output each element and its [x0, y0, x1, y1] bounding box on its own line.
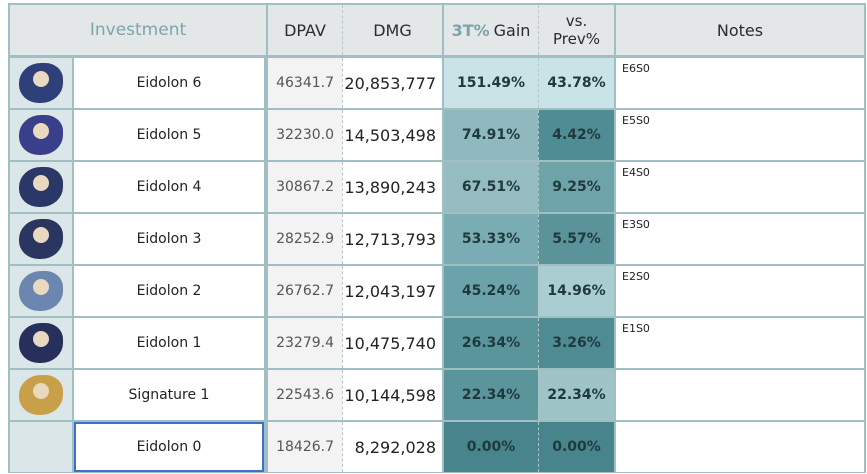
row-dmg[interactable]: 20,853,777 [342, 58, 442, 108]
row-dmg[interactable]: 8,292,028 [342, 422, 442, 472]
row-vs-prev[interactable]: 22.34% [538, 370, 614, 420]
row-notes[interactable]: E1S0 [616, 318, 864, 368]
row-notes[interactable]: E5S0 [616, 110, 864, 160]
row-vs-prev[interactable]: 5.57% [538, 214, 614, 264]
dps-comparison-table: Investment DPAV DMG 3T% Gain vs. Prev% N… [8, 3, 866, 473]
row-notes[interactable] [616, 422, 864, 472]
row-vs-prev[interactable]: 4.42% [538, 110, 614, 160]
row-dmg[interactable]: 10,144,598 [342, 370, 442, 420]
character-portrait-icon [19, 323, 63, 363]
row-name[interactable]: Eidolon 0 [74, 422, 264, 472]
row-name[interactable]: Eidolon 1 [74, 318, 264, 368]
header-dmg[interactable]: DMG [342, 5, 442, 55]
row-vs-prev[interactable]: 0.00% [538, 422, 614, 472]
row-gain[interactable]: 45.24% [444, 266, 538, 316]
header-notes[interactable]: Notes [616, 5, 864, 55]
row-name[interactable]: Eidolon 5 [74, 110, 264, 160]
character-portrait-icon [19, 63, 63, 103]
row-gain[interactable]: 74.91% [444, 110, 538, 160]
header-investment[interactable]: Investment [10, 5, 266, 55]
row-dpav[interactable]: 28252.9 [268, 214, 342, 264]
row-dmg[interactable]: 12,043,197 [342, 266, 442, 316]
row-notes[interactable] [616, 370, 864, 420]
row-gain[interactable]: 67.51% [444, 162, 538, 212]
row-name[interactable]: Eidolon 4 [74, 162, 264, 212]
row-gain[interactable]: 151.49% [444, 58, 538, 108]
row-dmg[interactable]: 13,890,243 [342, 162, 442, 212]
row-dpav[interactable]: 46341.7 [268, 58, 342, 108]
row-dpav[interactable]: 26762.7 [268, 266, 342, 316]
row-dpav[interactable]: 23279.4 [268, 318, 342, 368]
row-vs-prev[interactable]: 3.26% [538, 318, 614, 368]
row-icon-cell [10, 58, 72, 108]
row-name[interactable]: Eidolon 6 [74, 58, 264, 108]
character-portrait-icon [19, 219, 63, 259]
row-dmg[interactable]: 10,475,740 [342, 318, 442, 368]
character-portrait-icon [19, 167, 63, 207]
row-gain[interactable]: 22.34% [444, 370, 538, 420]
row-name[interactable]: Eidolon 3 [74, 214, 264, 264]
row-vs-prev[interactable]: 14.96% [538, 266, 614, 316]
row-vs-prev[interactable]: 9.25% [538, 162, 614, 212]
row-dpav[interactable]: 22543.6 [268, 370, 342, 420]
row-gain[interactable]: 53.33% [444, 214, 538, 264]
row-name[interactable]: Eidolon 2 [74, 266, 264, 316]
row-icon-cell [10, 110, 72, 160]
header-gain-accent: 3T% [451, 20, 490, 40]
header-vs-prev[interactable]: vs. Prev% [538, 5, 614, 55]
header-gain-label: Gain [493, 20, 531, 40]
row-icon-cell [10, 422, 72, 472]
character-portrait-icon [19, 271, 63, 311]
row-gain[interactable]: 26.34% [444, 318, 538, 368]
row-notes[interactable]: E2S0 [616, 266, 864, 316]
character-portrait-icon [19, 115, 63, 155]
row-notes[interactable]: E6S0 [616, 58, 864, 108]
row-notes[interactable]: E3S0 [616, 214, 864, 264]
row-name[interactable]: Signature 1 [74, 370, 264, 420]
row-icon-cell [10, 370, 72, 420]
row-dpav[interactable]: 32230.0 [268, 110, 342, 160]
row-dpav[interactable]: 18426.7 [268, 422, 342, 472]
row-gain[interactable]: 0.00% [444, 422, 538, 472]
row-icon-cell [10, 318, 72, 368]
header-vs-line1: vs. [565, 12, 588, 30]
row-dpav[interactable]: 30867.2 [268, 162, 342, 212]
row-vs-prev[interactable]: 43.78% [538, 58, 614, 108]
row-notes[interactable]: E4S0 [616, 162, 864, 212]
header-gain[interactable]: 3T% Gain [444, 5, 538, 55]
row-dmg[interactable]: 12,713,793 [342, 214, 442, 264]
row-icon-cell [10, 214, 72, 264]
header-dpav[interactable]: DPAV [268, 5, 342, 55]
header-vs-line2: Prev% [553, 30, 600, 48]
row-dmg[interactable]: 14,503,498 [342, 110, 442, 160]
row-icon-cell [10, 162, 72, 212]
row-icon-cell [10, 266, 72, 316]
lightcone-card-icon [19, 375, 63, 415]
